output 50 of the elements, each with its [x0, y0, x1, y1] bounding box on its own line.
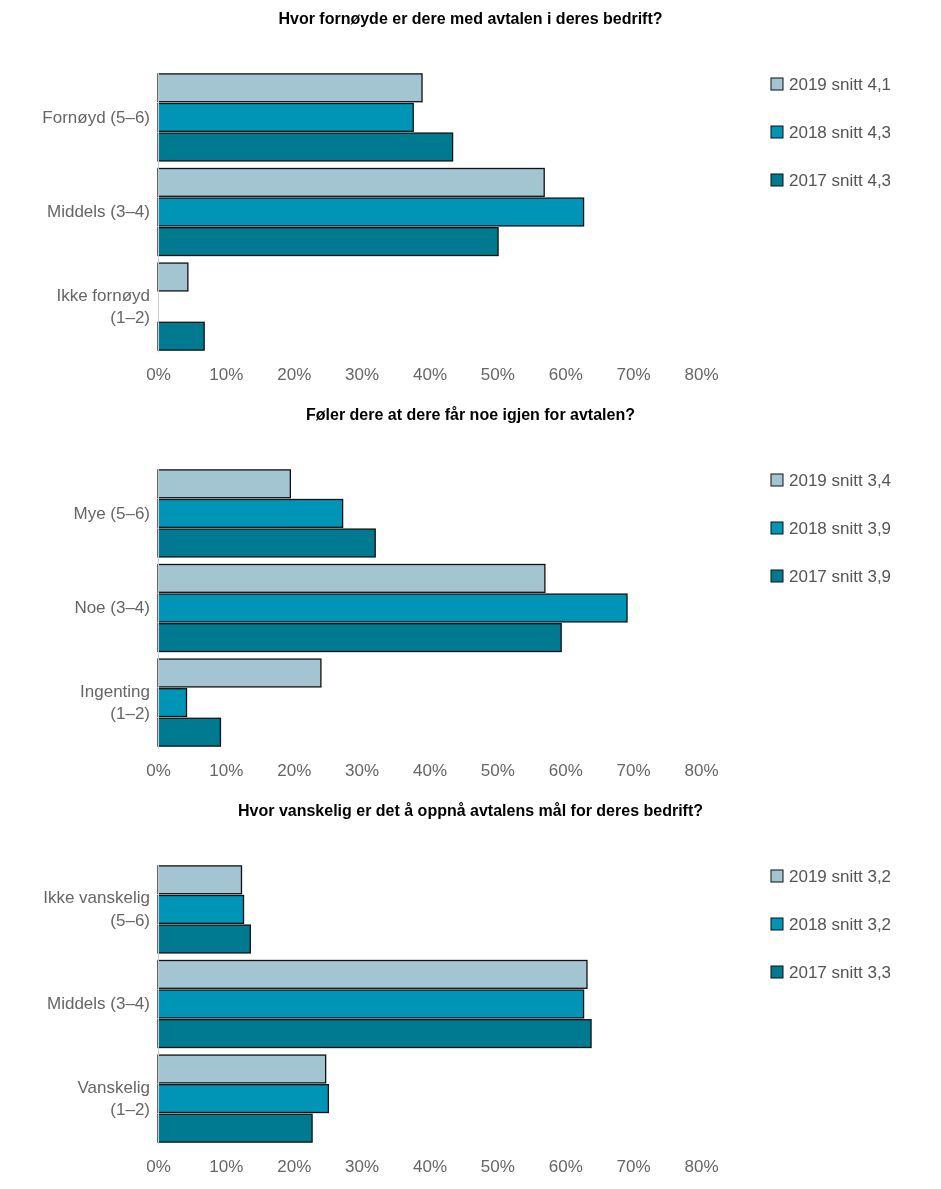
y-tick-label: Middels (3–4) — [47, 202, 150, 222]
y-tick-label: Middels (3–4) — [47, 994, 150, 1014]
y-tick-label: Mye (5–6) — [73, 503, 150, 523]
x-tick-label: 80% — [684, 761, 719, 781]
x-tick-label: 10% — [209, 1157, 244, 1177]
y-tick-label: Noe (3–4) — [74, 598, 150, 618]
legend-label: 2019 snitt 3,4 — [789, 471, 892, 490]
y-tick-label: Fornøyd (5–6) — [42, 107, 150, 127]
legend-label: 2019 snitt 3,2 — [789, 867, 892, 886]
y-tick-label: Ikke fornøyd (1–2) — [56, 285, 150, 327]
x-tick-label: 70% — [616, 1157, 651, 1177]
legend-label: 2017 snitt 3,9 — [789, 567, 892, 586]
bar — [157, 262, 189, 292]
x-tick-label: 50% — [480, 1157, 515, 1177]
x-tick-label: 0% — [146, 1157, 171, 1177]
x-tick-label: 30% — [345, 761, 380, 781]
x-tick-label: 20% — [277, 365, 312, 385]
x-tick-label: 0% — [146, 761, 171, 781]
y-tick-label: Ingenting (1–2) — [80, 681, 150, 723]
x-tick-label: 60% — [548, 365, 583, 385]
x-tick-label: 20% — [277, 1157, 312, 1177]
x-tick-label: 10% — [209, 365, 244, 385]
y-tick-label: Vanskelig (1–2) — [77, 1077, 150, 1119]
x-tick-label: 0% — [146, 365, 171, 385]
x-tick-label: 70% — [616, 365, 651, 385]
x-tick-label: 60% — [548, 761, 583, 781]
x-tick-label: 60% — [548, 1157, 583, 1177]
bar — [157, 321, 205, 351]
x-tick-label: 20% — [277, 761, 312, 781]
legend-label: 2017 snitt 3,3 — [789, 963, 892, 982]
chart-title: Føler dere at dere får noe igjen for avtalen? — [306, 406, 635, 423]
legend-label: 2017 snitt 4,3 — [789, 171, 892, 190]
x-tick-label: 40% — [412, 365, 448, 385]
legend-label: 2019 snitt 4,1 — [789, 75, 892, 94]
chart-title: Hvor vanskelig er det å oppnå avtalens mål for deres bedrift? — [237, 802, 704, 819]
y-tick-label: Ikke vanskelig (5–6) — [43, 888, 150, 930]
x-tick-label: 30% — [345, 1157, 380, 1177]
x-tick-label: 80% — [684, 365, 719, 385]
legend-label: 2018 snitt 3,2 — [789, 915, 892, 934]
x-tick-label: 40% — [412, 1157, 448, 1177]
x-tick-label: 70% — [616, 761, 651, 781]
x-tick-label: 50% — [480, 365, 515, 385]
x-tick-label: 50% — [480, 761, 515, 781]
x-tick-label: 80% — [684, 1157, 719, 1177]
legend-label: 2018 snitt 4,3 — [789, 123, 892, 142]
chart-title: Hvor fornøyde er dere med avtalen i deres bedrift? — [278, 10, 663, 27]
x-tick-label: 40% — [412, 761, 448, 781]
x-tick-label: 10% — [209, 761, 244, 781]
legend-label: 2018 snitt 3,9 — [789, 519, 892, 538]
x-tick-label: 30% — [345, 365, 380, 385]
